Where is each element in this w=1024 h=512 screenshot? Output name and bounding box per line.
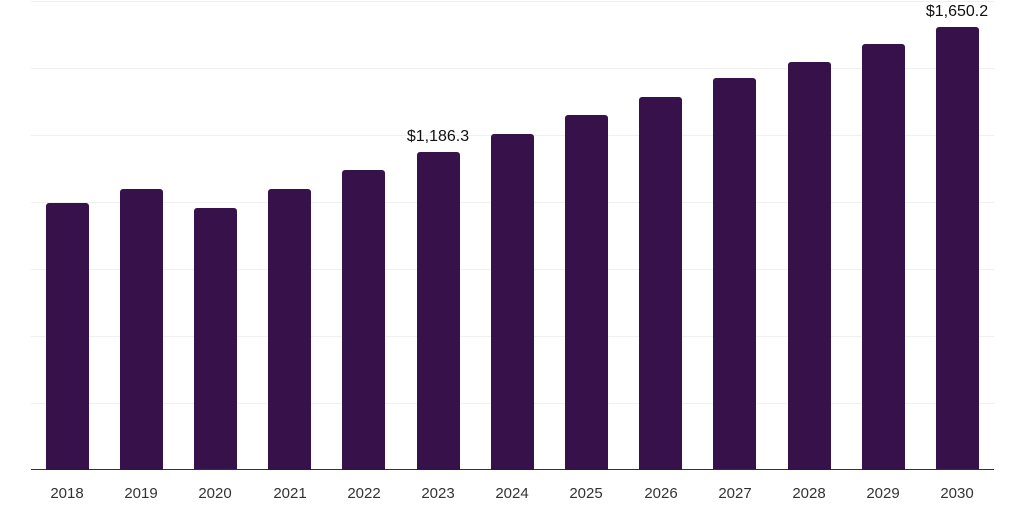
x-tick-label: 2027 <box>718 485 752 502</box>
bar-2028[interactable] <box>788 62 831 470</box>
x-tick-label: 2026 <box>644 485 678 502</box>
x-tick-label: 2021 <box>273 485 307 502</box>
bar-2020[interactable] <box>194 208 237 469</box>
bar-2026[interactable] <box>639 97 682 470</box>
bar-2023[interactable] <box>417 152 460 470</box>
x-tick-label: 2024 <box>495 485 529 502</box>
bar-2021[interactable] <box>268 189 311 470</box>
gridline <box>31 1 994 2</box>
bar-2018[interactable] <box>46 203 89 470</box>
bar-2027[interactable] <box>713 78 756 469</box>
x-tick-label: 2029 <box>866 485 900 502</box>
x-tick-label: 2022 <box>347 485 381 502</box>
x-tick-label: 2025 <box>569 485 603 502</box>
bar-2019[interactable] <box>120 189 163 470</box>
x-tick-label: 2019 <box>124 485 158 502</box>
x-tick-label: 2020 <box>198 485 232 502</box>
bar-2024[interactable] <box>491 134 534 470</box>
bar-2022[interactable] <box>342 170 385 470</box>
x-tick-label: 2023 <box>421 485 455 502</box>
x-tick-label: 2030 <box>940 485 974 502</box>
x-tick-label: 2018 <box>50 485 84 502</box>
data-label-2023: $1,186.3 <box>406 128 470 145</box>
data-label-2030: $1,650.2 <box>925 3 989 20</box>
x-tick-label: 2028 <box>792 485 826 502</box>
bar-2029[interactable] <box>862 44 905 470</box>
bar-2030[interactable] <box>936 27 979 469</box>
bar-2025[interactable] <box>565 115 608 470</box>
gridline <box>31 68 994 69</box>
